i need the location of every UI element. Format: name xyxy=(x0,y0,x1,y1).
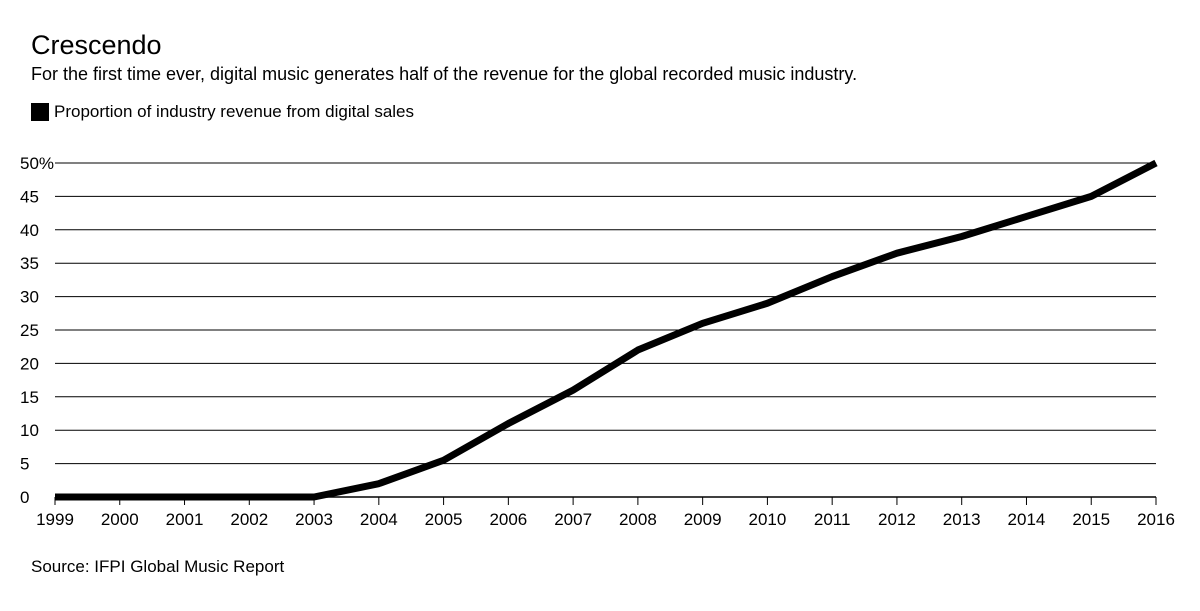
legend-swatch xyxy=(31,103,49,121)
y-tick-label: 15 xyxy=(20,388,39,407)
x-tick-label: 2002 xyxy=(230,510,268,529)
x-tick-label: 2011 xyxy=(814,510,851,529)
y-tick-label: 40 xyxy=(20,221,39,240)
x-tick-label: 2015 xyxy=(1072,510,1110,529)
x-tick-label: 2005 xyxy=(425,510,463,529)
x-tick-label: 2007 xyxy=(554,510,592,529)
series-layer xyxy=(54,159,1158,501)
y-tick-label: 0 xyxy=(20,488,29,507)
x-tick-label: 2006 xyxy=(489,510,527,529)
x-tick-label: 2014 xyxy=(1008,510,1046,529)
y-tick-label: 5 xyxy=(20,455,29,474)
legend: Proportion of industry revenue from digi… xyxy=(31,102,414,122)
y-tick-label: 30 xyxy=(20,288,39,307)
y-tick-label: 45 xyxy=(20,187,39,206)
x-tick-label: 2004 xyxy=(360,510,398,529)
x-tick-label: 2010 xyxy=(748,510,786,529)
x-tick-label: 2001 xyxy=(166,510,204,529)
x-tick-label: 2013 xyxy=(943,510,981,529)
legend-label: Proportion of industry revenue from digi… xyxy=(54,102,415,121)
y-tick-label: 50% xyxy=(20,154,54,173)
x-tick-label: 2000 xyxy=(101,510,139,529)
source-note: Source: IFPI Global Music Report xyxy=(31,557,285,576)
chart-subtitle: For the first time ever, digital music g… xyxy=(31,64,858,84)
y-axis-tick-labels: 0 5 10 15 20 25 30 35 40 45 50% xyxy=(20,154,54,507)
y-tick-label: 35 xyxy=(20,254,39,273)
y-tick-label: 20 xyxy=(20,354,39,373)
gridlines xyxy=(55,162,1156,498)
chart-title: Crescendo xyxy=(31,30,162,60)
y-tick-label: 10 xyxy=(20,421,39,440)
series-line-digital-share xyxy=(55,159,1158,501)
x-tick-label: 2003 xyxy=(295,510,333,529)
x-tick-label: 2008 xyxy=(619,510,657,529)
x-tick-label: 1999 xyxy=(36,510,74,529)
x-axis: 1999 2000 2001 2002 2003 2004 2005 2006 2007 2008… xyxy=(36,497,1175,529)
x-tick-label: 2012 xyxy=(878,510,916,529)
x-tick-label: 2016 xyxy=(1137,510,1175,529)
x-tick-label: 2009 xyxy=(684,510,722,529)
y-tick-label: 25 xyxy=(20,321,39,340)
